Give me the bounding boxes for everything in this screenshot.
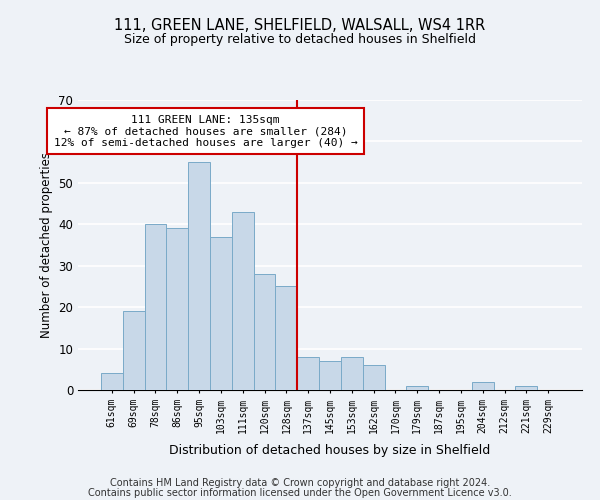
- Bar: [145, 224, 166, 390]
- Bar: [210, 236, 232, 390]
- Text: Contains public sector information licensed under the Open Government Licence v3: Contains public sector information licen…: [88, 488, 512, 498]
- Bar: [188, 162, 210, 390]
- Bar: [254, 274, 275, 390]
- Bar: [363, 365, 385, 390]
- Bar: [166, 228, 188, 390]
- Bar: [472, 382, 494, 390]
- Bar: [232, 212, 254, 390]
- Bar: [275, 286, 297, 390]
- Bar: [406, 386, 428, 390]
- Bar: [341, 357, 363, 390]
- Text: Contains HM Land Registry data © Crown copyright and database right 2024.: Contains HM Land Registry data © Crown c…: [110, 478, 490, 488]
- Bar: [101, 374, 123, 390]
- Bar: [297, 357, 319, 390]
- Y-axis label: Number of detached properties: Number of detached properties: [40, 152, 53, 338]
- Bar: [515, 386, 537, 390]
- X-axis label: Distribution of detached houses by size in Shelfield: Distribution of detached houses by size …: [169, 444, 491, 457]
- Text: Size of property relative to detached houses in Shelfield: Size of property relative to detached ho…: [124, 32, 476, 46]
- Bar: [319, 361, 341, 390]
- Bar: [123, 312, 145, 390]
- Text: 111, GREEN LANE, SHELFIELD, WALSALL, WS4 1RR: 111, GREEN LANE, SHELFIELD, WALSALL, WS4…: [115, 18, 485, 32]
- Text: 111 GREEN LANE: 135sqm
← 87% of detached houses are smaller (284)
12% of semi-de: 111 GREEN LANE: 135sqm ← 87% of detached…: [54, 114, 358, 148]
